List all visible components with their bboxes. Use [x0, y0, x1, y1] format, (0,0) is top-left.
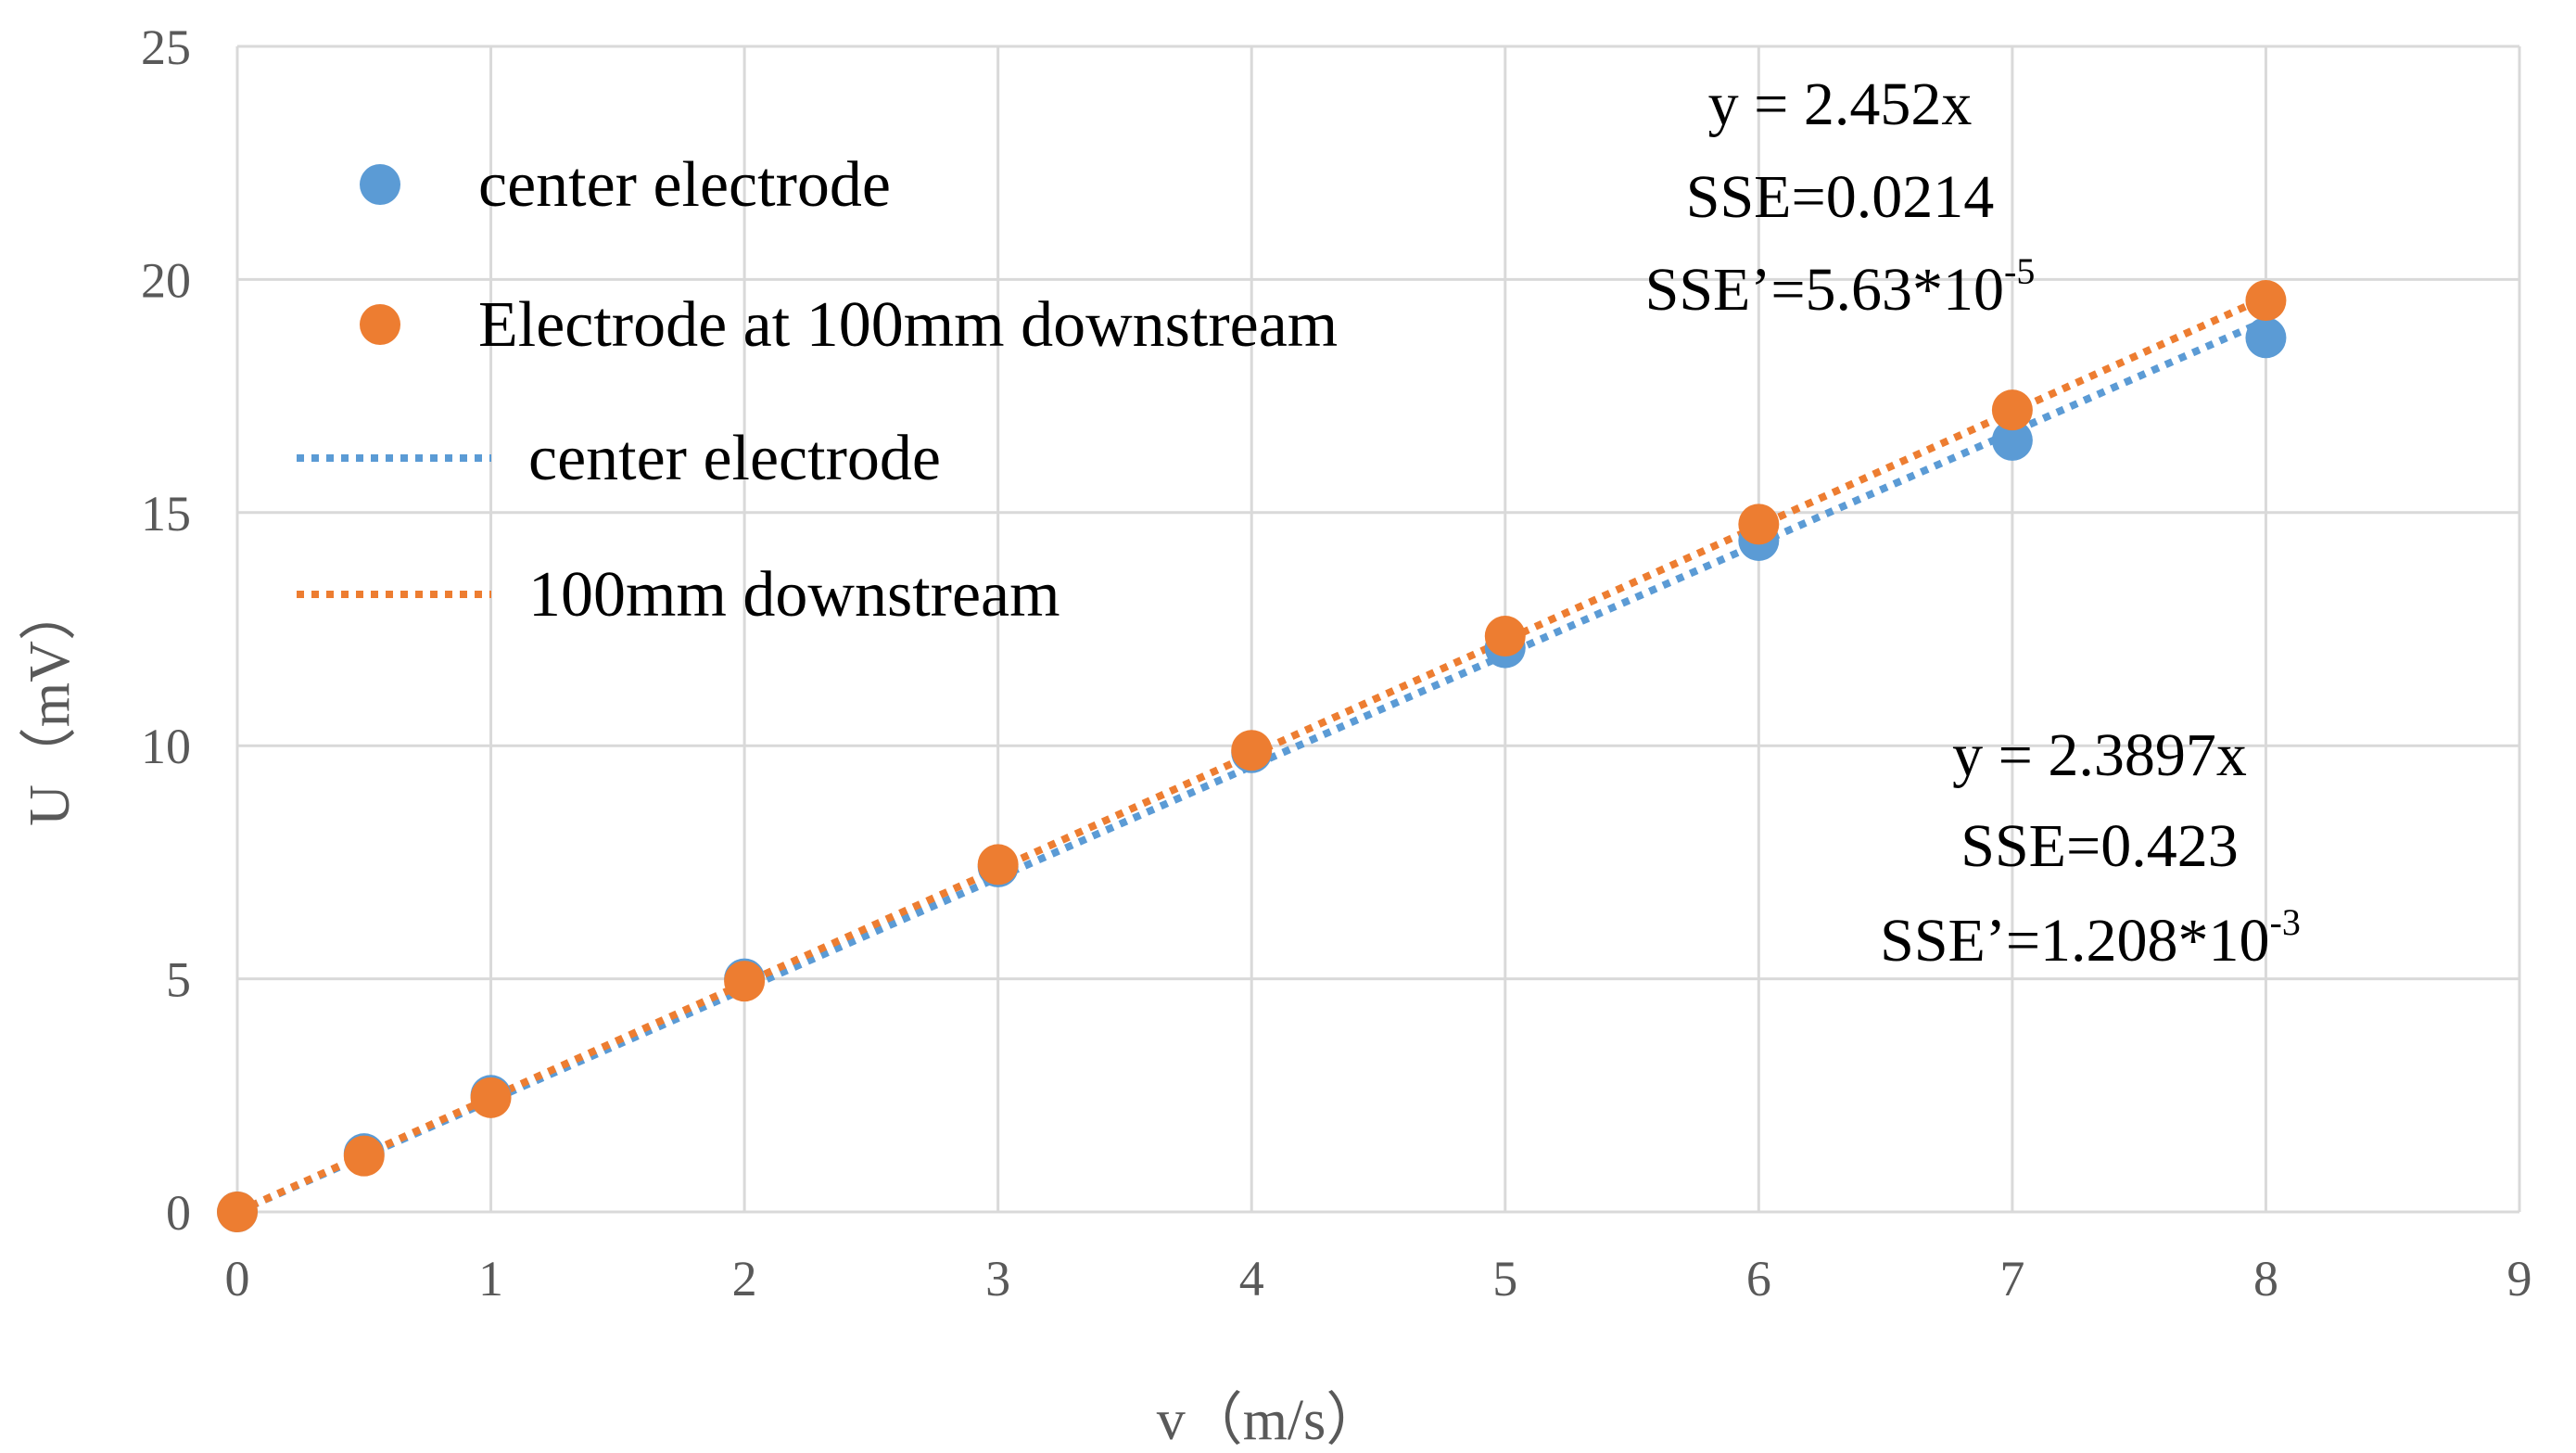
y-axis-title: U（mV） [19, 583, 82, 826]
annotation-downstream-sse-prime-exponent: -5 [2004, 250, 2035, 292]
annotation-downstream-sse-prime: SSE’=5.63*10-5 [1645, 250, 2036, 324]
legend-label-center-electrode: center electrode [478, 149, 891, 221]
legend-marker-downstream-electrode [360, 304, 400, 345]
legend-label-center-trend: center electrode [528, 423, 941, 494]
y-tick-label: 20 [141, 252, 191, 308]
point-center-electrode [1991, 419, 2033, 461]
x-tick-label: 8 [2253, 1251, 2278, 1306]
x-tick-label: 9 [2507, 1251, 2532, 1306]
annotation-downstream-sse-prime-base: SSE’=5.63*10 [1645, 256, 2004, 324]
y-tick-label: 5 [166, 952, 191, 1008]
annotation-center-fit: y = 2.3897x SSE=0.423 SSE’=1.208*10-3 [1880, 721, 2301, 975]
annotation-downstream-fit: y = 2.452x SSE=0.0214 SSE’=5.63*10-5 [1645, 70, 2036, 324]
legend-label-downstream-trend: 100mm downstream [528, 559, 1060, 631]
point-center-electrode [2245, 317, 2287, 359]
x-axis-title: v（m/s） [1157, 1389, 1384, 1452]
point-downstream-electrode [1991, 389, 2033, 431]
y-tick-label: 0 [166, 1185, 191, 1241]
annotation-center-equation: y = 2.3897x [1952, 721, 2247, 789]
point-downstream-electrode [1231, 730, 1273, 771]
point-downstream-electrode [1484, 616, 1526, 657]
point-downstream-electrode [217, 1192, 258, 1232]
point-downstream-electrode [724, 961, 766, 1002]
point-downstream-electrode [470, 1077, 512, 1118]
x-tick-label: 2 [732, 1251, 757, 1306]
legend: center electrode Electrode at 100mm down… [297, 149, 1338, 631]
x-tick-label: 6 [1746, 1251, 1771, 1306]
x-tick-label: 3 [985, 1251, 1010, 1306]
point-downstream-electrode [343, 1135, 385, 1177]
annotation-center-sse-prime-base: SSE’=1.208*10 [1880, 907, 2269, 975]
x-tick-label: 0 [225, 1251, 250, 1306]
data-points [217, 280, 2287, 1232]
annotation-downstream-equation: y = 2.452x [1708, 70, 1973, 138]
x-tick-label: 1 [478, 1251, 503, 1306]
annotation-center-sse-prime-exponent: -3 [2270, 901, 2301, 943]
legend-marker-center-electrode [360, 164, 400, 205]
x-tick-labels: 0 1 2 3 4 5 6 7 8 9 [225, 1251, 2532, 1306]
y-tick-labels: 0 5 10 15 20 25 [141, 19, 191, 1241]
x-tick-label: 7 [1999, 1251, 2024, 1306]
y-tick-label: 15 [141, 486, 191, 542]
point-downstream-electrode [1738, 503, 1780, 545]
point-downstream-electrode [2245, 280, 2287, 322]
legend-label-downstream-electrode: Electrode at 100mm downstream [478, 289, 1338, 361]
y-tick-label: 25 [141, 19, 191, 75]
annotation-center-sse: SSE=0.423 [1961, 812, 2238, 880]
y-tick-label: 10 [141, 719, 191, 774]
point-downstream-electrode [977, 844, 1019, 886]
x-tick-label: 5 [1492, 1251, 1517, 1306]
annotation-center-sse-prime: SSE’=1.208*10-3 [1880, 901, 2301, 975]
annotation-downstream-sse: SSE=0.0214 [1686, 163, 1994, 231]
trendline-center-electrode [235, 317, 2268, 1216]
x-tick-label: 4 [1239, 1251, 1264, 1306]
